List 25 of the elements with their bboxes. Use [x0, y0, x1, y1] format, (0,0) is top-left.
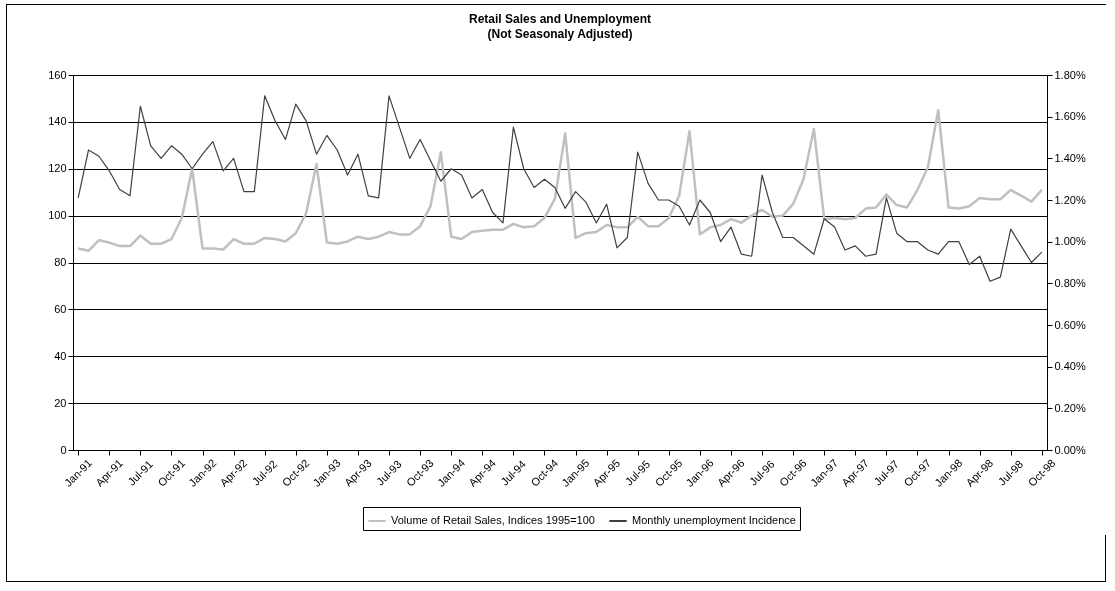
line-series [77, 95, 1043, 282]
line-series [76, 108, 1044, 253]
y-tick-label: 60 [54, 302, 67, 315]
y2-tick-label: 0.00% [1054, 443, 1086, 456]
y-tick-label: 40 [54, 349, 67, 362]
y-tick-label: 160 [48, 68, 67, 81]
y2-tick-label: 0.80% [1054, 276, 1086, 289]
y2-tick-label: 1.40% [1054, 151, 1086, 164]
chart-title: Retail Sales and Unemployment [468, 12, 652, 26]
y-tick-label: 0 [60, 443, 67, 456]
y-tick-label: 100 [48, 209, 67, 222]
y2-tick-label: 1.80% [1054, 68, 1086, 81]
legend-label: Volume of Retail Sales, Indices 1995=100 [391, 514, 595, 526]
y2-tick-label: 0.40% [1054, 360, 1086, 373]
y2-tick-label: 0.60% [1054, 318, 1086, 331]
legend-label: Monthly unemployment Incidence [632, 514, 796, 526]
chart-subtitle: (Not Seasonaly Adjusted) [487, 27, 633, 41]
y-tick-label: 120 [48, 162, 67, 175]
y2-tick-label: 0.20% [1054, 401, 1086, 414]
y2-tick-label: 1.00% [1054, 235, 1086, 248]
y-tick-label: 80 [54, 256, 67, 268]
y-tick-label: 20 [54, 396, 67, 409]
y-tick-label: 140 [48, 115, 67, 128]
y2-tick-label: 1.20% [1054, 193, 1086, 206]
y2-tick-label: 1.60% [1054, 110, 1086, 123]
